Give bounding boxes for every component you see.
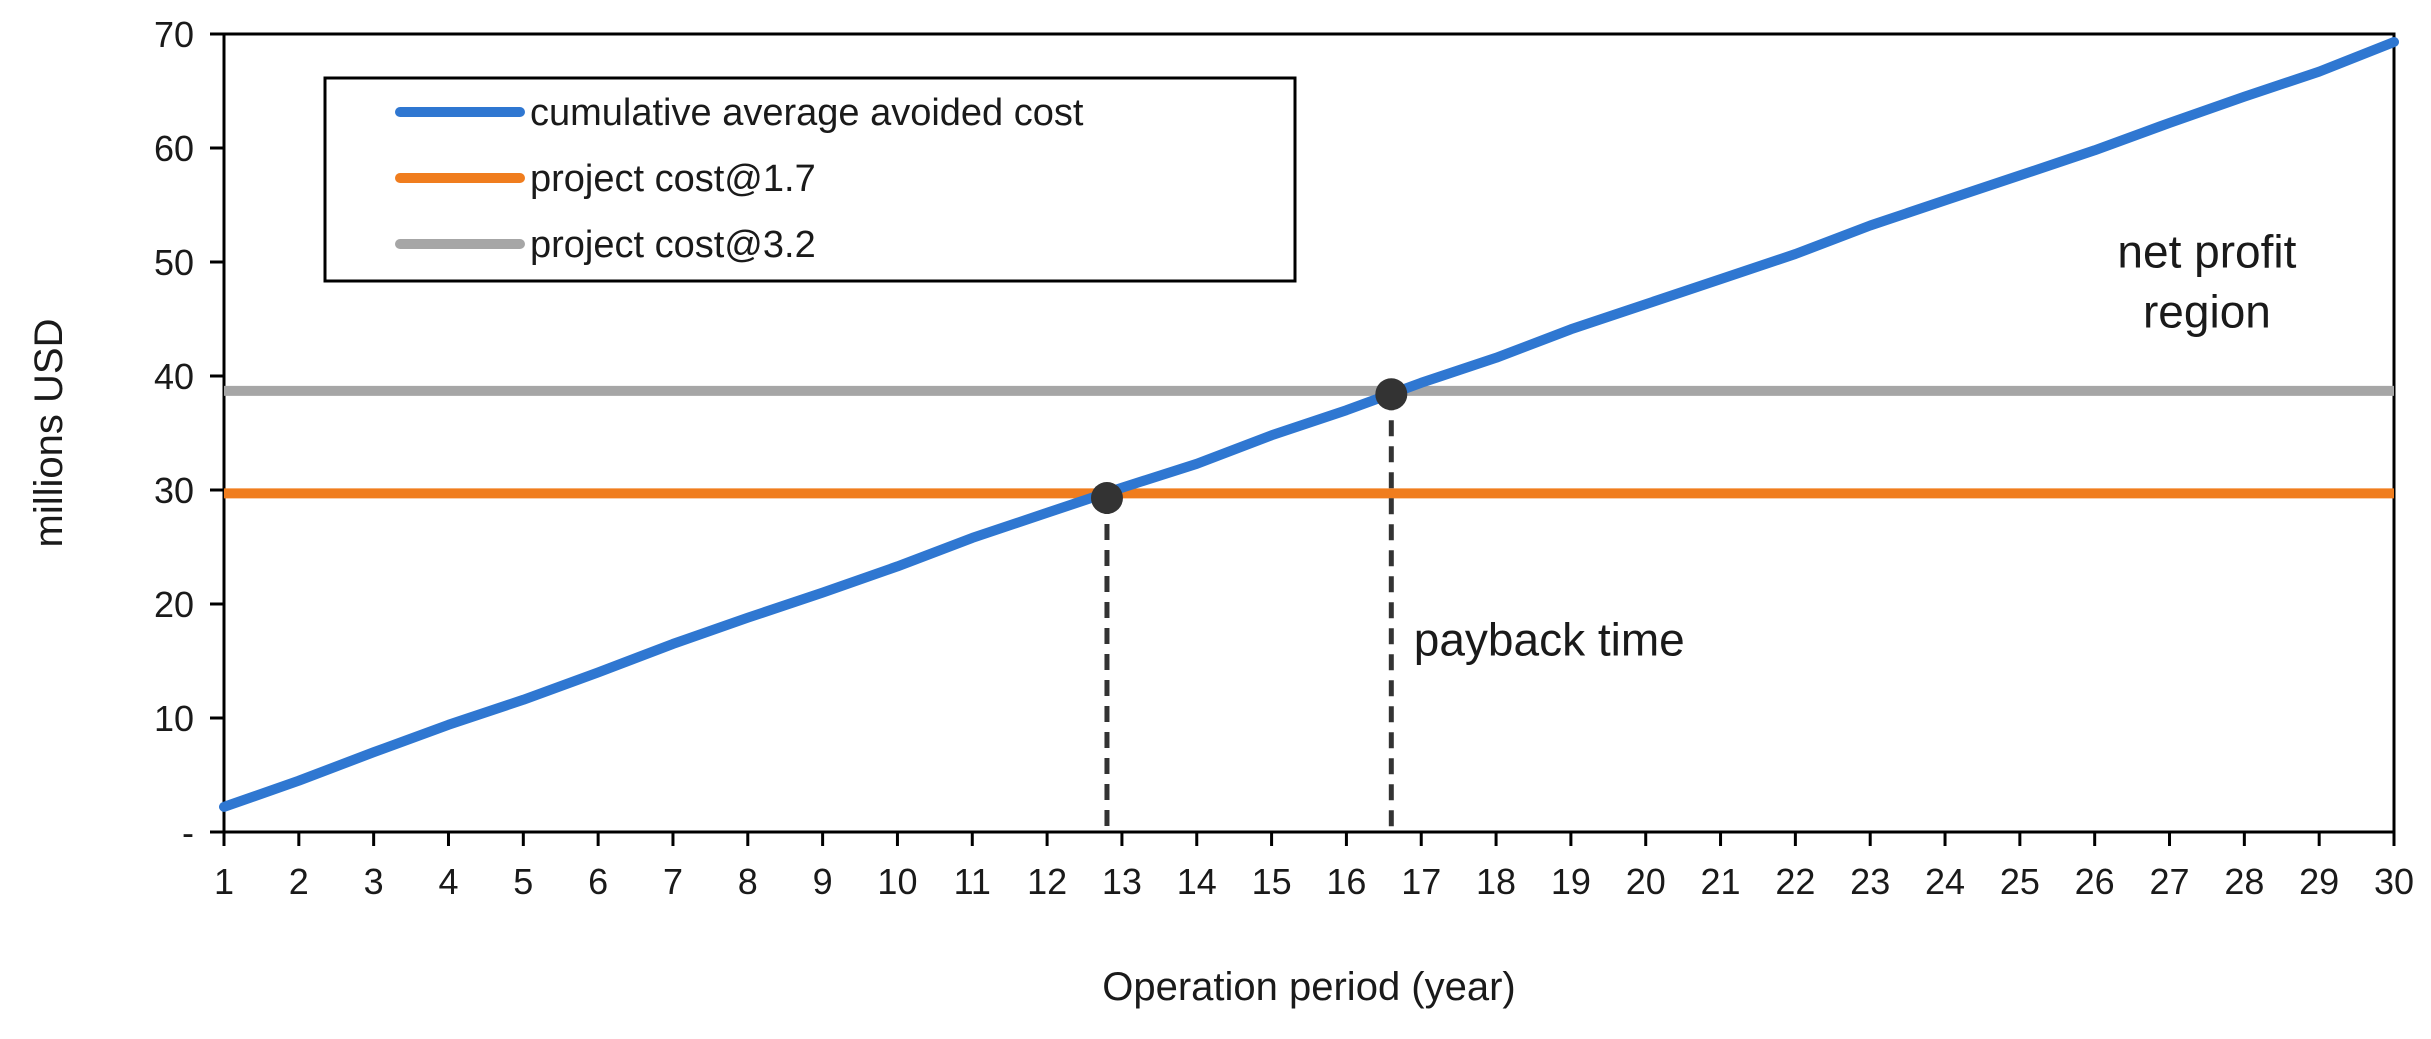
x-tick-label: 30	[2374, 861, 2414, 902]
payback-point-marker	[1375, 378, 1408, 411]
y-tick-label: -	[182, 812, 194, 853]
y-tick-label: 30	[154, 470, 194, 511]
x-tick-label: 19	[1551, 861, 1591, 902]
x-tick-label: 14	[1177, 861, 1217, 902]
x-tick-label: 17	[1401, 861, 1441, 902]
y-tick-label: 10	[154, 698, 194, 739]
legend-entry-label: project cost@3.2	[530, 224, 816, 266]
x-tick-label: 23	[1850, 861, 1890, 902]
x-axis-title: Operation period (year)	[1102, 965, 1516, 1009]
y-axis-title: millions USD	[27, 319, 71, 548]
x-tick-label: 1	[214, 861, 234, 902]
x-tick-label: 25	[2000, 861, 2040, 902]
x-tick-label: 10	[877, 861, 917, 902]
cumulative-avoided-cost-line	[219, 37, 2399, 812]
y-tick-label: 60	[154, 128, 194, 169]
x-tick-label: 21	[1701, 861, 1741, 902]
x-tick-label: 12	[1027, 861, 1067, 902]
payback-time-label: payback time	[1414, 613, 1685, 665]
x-tick-label: 8	[738, 861, 758, 902]
legend-entry-label: project cost@1.7	[530, 158, 816, 200]
x-tick-label: 28	[2224, 861, 2264, 902]
y-tick-label: 70	[154, 14, 194, 55]
x-tick-label: 27	[2149, 861, 2189, 902]
y-tick-label: 50	[154, 242, 194, 283]
payback-point-marker	[1090, 481, 1123, 514]
x-tick-label: 22	[1775, 861, 1815, 902]
x-tick-label: 18	[1476, 861, 1516, 902]
x-tick-label: 9	[813, 861, 833, 902]
x-tick-label: 2	[289, 861, 309, 902]
x-tick-label: 16	[1326, 861, 1366, 902]
x-tick-label: 13	[1102, 861, 1142, 902]
x-tick-label: 5	[513, 861, 533, 902]
x-tick-label: 24	[1925, 861, 1965, 902]
y-tick-label: 20	[154, 584, 194, 625]
x-tick-label: 26	[2075, 861, 2115, 902]
annotation-line: region	[2143, 286, 2271, 338]
y-tick-label: 40	[154, 356, 194, 397]
x-tick-label: 15	[1252, 861, 1292, 902]
legend-entry-label: cumulative average avoided cost	[530, 92, 1084, 134]
x-tick-label: 7	[663, 861, 683, 902]
x-tick-label: 11	[954, 861, 991, 902]
x-tick-label: 3	[364, 861, 384, 902]
x-tick-label: 20	[1626, 861, 1666, 902]
x-tick-label: 29	[2299, 861, 2339, 902]
annotation-line: payback time	[1414, 613, 1685, 665]
x-tick-label: 4	[438, 861, 458, 902]
x-tick-label: 6	[588, 861, 608, 902]
plot-frame	[222, 32, 2396, 834]
annotation-line: net profit	[2117, 226, 2296, 278]
net-profit-region-label: net profit region	[2117, 226, 2296, 338]
